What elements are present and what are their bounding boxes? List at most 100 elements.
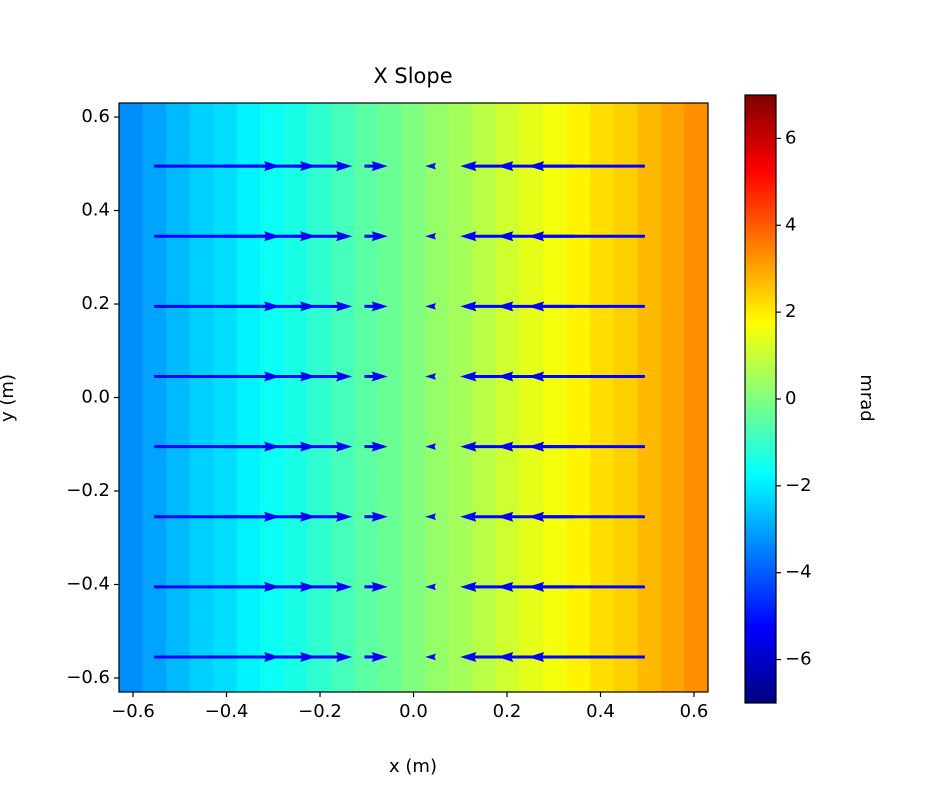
colorbar-tick-label: −6 bbox=[785, 649, 812, 670]
heat-cell bbox=[425, 103, 450, 692]
y-tick-label: −0.2 bbox=[66, 480, 110, 501]
x-tick-label: 0.4 bbox=[586, 701, 615, 722]
arrow-head bbox=[371, 581, 388, 592]
arrow-head bbox=[460, 511, 477, 522]
arrow-head bbox=[497, 441, 514, 452]
arrow-head bbox=[336, 301, 353, 312]
arrow bbox=[528, 161, 645, 172]
arrow-head bbox=[528, 651, 545, 662]
arrow bbox=[528, 651, 645, 662]
arrow-head bbox=[336, 441, 353, 452]
arrow-head bbox=[336, 161, 353, 172]
colorbar-tick-label: 2 bbox=[785, 301, 796, 322]
heat-cell bbox=[684, 103, 708, 692]
arrow bbox=[528, 441, 645, 452]
arrow-head bbox=[528, 441, 545, 452]
arrow bbox=[528, 581, 645, 592]
arrow bbox=[294, 371, 353, 382]
heat-cell bbox=[401, 103, 426, 692]
heat-cell bbox=[307, 103, 332, 692]
arrow-head bbox=[336, 651, 353, 662]
arrow bbox=[425, 373, 436, 380]
colorbar-tick-label: 6 bbox=[785, 127, 796, 148]
arrow bbox=[294, 581, 353, 592]
arrow-head bbox=[371, 441, 388, 452]
heat-cell bbox=[166, 103, 191, 692]
arrow-head bbox=[497, 371, 514, 382]
heat-cell bbox=[283, 103, 308, 692]
arrow bbox=[294, 441, 353, 452]
arrow-head bbox=[497, 651, 514, 662]
heat-cell bbox=[236, 103, 261, 692]
arrow-head bbox=[425, 232, 436, 240]
arrow bbox=[425, 303, 436, 310]
arrow bbox=[294, 231, 353, 242]
colorbar-tick-label: −2 bbox=[785, 475, 812, 496]
arrow-head bbox=[528, 231, 545, 242]
arrow bbox=[528, 371, 645, 382]
heatmap bbox=[119, 103, 708, 692]
arrow-head bbox=[460, 441, 477, 452]
heat-cell bbox=[472, 103, 497, 692]
heat-cell bbox=[566, 103, 591, 692]
x-tick-label: 0.0 bbox=[399, 701, 428, 722]
arrow-head bbox=[460, 651, 477, 662]
heat-cell bbox=[448, 103, 473, 692]
heat-cell bbox=[119, 103, 144, 692]
colorbar bbox=[744, 94, 777, 704]
arrow-head bbox=[425, 583, 436, 591]
arrow-head bbox=[371, 651, 388, 662]
arrow-head bbox=[460, 371, 477, 382]
arrow bbox=[528, 301, 645, 312]
arrow-head bbox=[497, 511, 514, 522]
arrow bbox=[364, 231, 388, 242]
heat-cell bbox=[142, 103, 167, 692]
arrow bbox=[425, 162, 436, 170]
arrow bbox=[364, 441, 388, 452]
chart-title: X Slope bbox=[373, 64, 452, 88]
arrow bbox=[425, 232, 436, 240]
heat-cell bbox=[660, 103, 685, 692]
arrow bbox=[425, 653, 436, 661]
x-tick-label: −0.6 bbox=[111, 701, 155, 722]
colorbar-tick-label: −4 bbox=[785, 562, 812, 583]
heat-cell bbox=[213, 103, 238, 692]
arrow bbox=[364, 651, 388, 662]
colorbar-label: mrad bbox=[856, 374, 877, 421]
arrow-head bbox=[425, 373, 436, 380]
arrow-head bbox=[425, 162, 436, 170]
heat-cell bbox=[354, 103, 379, 692]
arrow-head bbox=[497, 161, 514, 172]
arrow-head bbox=[528, 371, 545, 382]
y-tick-label: 0.6 bbox=[81, 106, 110, 127]
y-tick-label: 0.4 bbox=[81, 200, 110, 221]
arrow-head bbox=[425, 443, 436, 450]
arrow-head bbox=[460, 231, 477, 242]
arrow-head bbox=[425, 513, 436, 521]
arrow-head bbox=[460, 581, 477, 592]
arrow-head bbox=[371, 231, 388, 242]
y-tick-label: 0.2 bbox=[81, 293, 110, 314]
quiver bbox=[154, 161, 645, 662]
heat-cell bbox=[543, 103, 568, 692]
heat-cell bbox=[637, 103, 662, 692]
arrow-head bbox=[497, 301, 514, 312]
arrow bbox=[294, 651, 353, 662]
heat-cell bbox=[590, 103, 615, 692]
arrow-head bbox=[371, 371, 388, 382]
arrow-head bbox=[497, 231, 514, 242]
arrow-head bbox=[460, 301, 477, 312]
arrow-head bbox=[371, 511, 388, 522]
arrow bbox=[364, 511, 388, 522]
arrow-head bbox=[336, 371, 353, 382]
arrow bbox=[364, 371, 388, 382]
heat-cell bbox=[331, 103, 356, 692]
heat-cell bbox=[260, 103, 285, 692]
y-tick-label: 0.0 bbox=[81, 387, 110, 408]
y-axis-label: y (m) bbox=[0, 374, 18, 422]
arrow bbox=[364, 581, 388, 592]
arrow bbox=[364, 161, 388, 172]
colorbar-tick-label: 0 bbox=[785, 388, 796, 409]
arrow-head bbox=[371, 301, 388, 312]
